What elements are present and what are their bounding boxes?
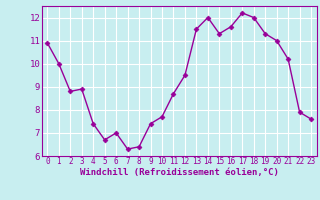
X-axis label: Windchill (Refroidissement éolien,°C): Windchill (Refroidissement éolien,°C) — [80, 168, 279, 177]
